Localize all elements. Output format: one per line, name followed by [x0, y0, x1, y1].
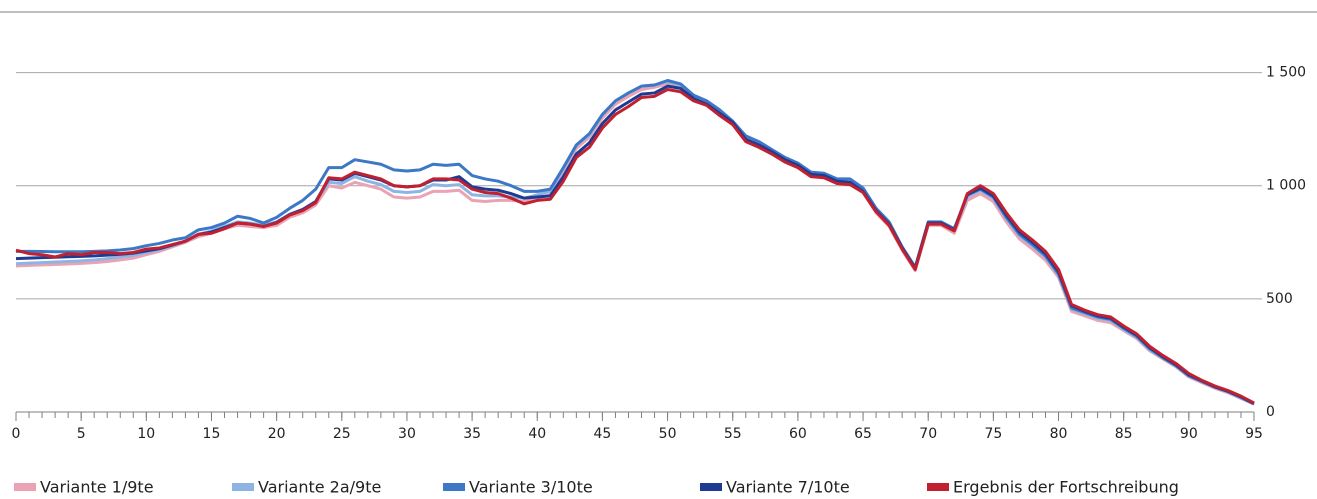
legend-label: Variante 7/10te: [726, 478, 850, 497]
x-tick-label: 40: [528, 426, 546, 442]
x-tick-label: 95: [1245, 426, 1263, 442]
x-tick-label: 15: [203, 426, 221, 442]
x-tick-label: 30: [398, 426, 416, 442]
legend-label: Ergebnis der Fortschreibung: [953, 478, 1179, 497]
x-tick-label: 10: [137, 426, 155, 442]
legend-label: Variante 2a/9te: [258, 478, 381, 497]
y-tick-label: 1 000: [1266, 178, 1306, 194]
x-tick-label: 35: [463, 426, 481, 442]
x-tick-label: 90: [1180, 426, 1198, 442]
series-line: [15, 82, 1255, 406]
x-tick-label: 75: [984, 426, 1002, 442]
series-line: [15, 84, 1255, 405]
x-axis: 0 5 10 15 20 25 30 35 40 45 50 55 60 65 70 75 80 85 90 95: [12, 411, 1263, 442]
legend-label: Variante 3/10te: [469, 478, 593, 497]
y-tick-label: 1 500: [1266, 65, 1306, 81]
legend: Variante 1/9te Variante 2a/9te Variante 3/…: [14, 478, 1179, 497]
x-tick-label: 25: [333, 426, 351, 442]
legend-swatch: [927, 483, 949, 491]
legend-swatch: [14, 483, 36, 491]
legend-swatch: [700, 483, 722, 491]
x-tick-label: 80: [1050, 426, 1068, 442]
legend-swatch: [232, 483, 254, 491]
series-line: [16, 78, 1255, 406]
y-tick-label: 500: [1266, 291, 1293, 307]
x-tick-label: 20: [268, 426, 286, 442]
lines: [15, 78, 1255, 406]
x-tick-label: 45: [594, 426, 612, 442]
x-tick-label: 60: [789, 426, 807, 442]
legend-swatch: [443, 483, 465, 491]
x-tick-label: 65: [854, 426, 872, 442]
series-line: [15, 88, 1255, 405]
x-tick-label: 70: [919, 426, 937, 442]
x-tick-label: 50: [659, 426, 677, 442]
legend-label: Variante 1/9te: [40, 478, 154, 497]
grid: 0 500 1 000 1 500: [16, 65, 1306, 420]
x-tick-label: 0: [12, 426, 21, 442]
series-line: [15, 80, 1255, 406]
x-tick-label: 85: [1115, 426, 1133, 442]
x-tick-label: 5: [77, 426, 86, 442]
x-tick-label: 55: [724, 426, 742, 442]
y-tick-label: 0: [1266, 404, 1275, 420]
